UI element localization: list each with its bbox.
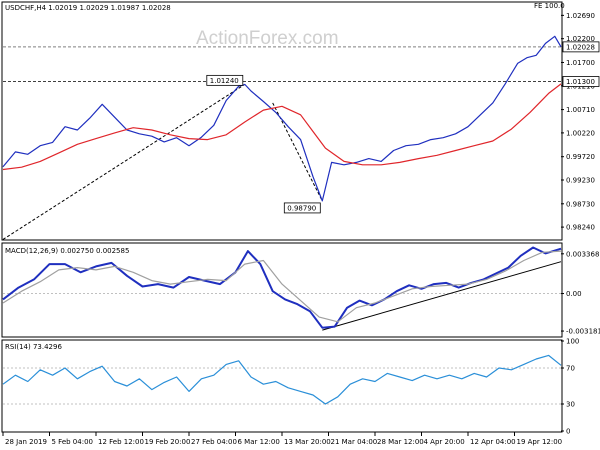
price-trendline: [272, 102, 323, 202]
price-ytick-label: 0.99720: [566, 153, 595, 161]
price-level-label: 1.01300: [566, 78, 595, 86]
annotation-box: [206, 74, 244, 86]
corner-label: FE 100.0: [534, 2, 565, 10]
price-ytick-label: 0.99230: [566, 177, 595, 185]
x-tick-label: 6 Mar 12:00: [238, 438, 280, 446]
x-tick-label: 19 Feb 20:00: [145, 438, 191, 446]
rsi-ytick-label: 30: [566, 401, 575, 409]
price-trendline: [2, 83, 246, 240]
x-tick-label: 19 Apr 12:00: [517, 438, 563, 446]
annotation-box: [283, 202, 321, 214]
macd-series-line-0: [2, 246, 562, 329]
macd-trendline: [322, 261, 562, 331]
x-tick-label: 4 Apr 20:00: [424, 438, 465, 446]
price-ytick-label: 1.02200: [566, 35, 595, 43]
macd-ytick-label: -0.003181: [566, 328, 600, 336]
x-tick-label: 12 Apr 04:00: [470, 438, 516, 446]
price-ytick-label: 0.98730: [566, 200, 595, 208]
price-ytick-label: 1.00710: [566, 106, 595, 114]
x-tick-label: 21 Mar 04:00: [331, 438, 378, 446]
macd-series-line-1: [2, 250, 562, 323]
price-header: USDCHF,H4 1.02019 1.02029 1.01987 1.0202…: [5, 4, 171, 12]
price-series-line-0: [2, 35, 562, 202]
rsi-series-line-0: [2, 354, 562, 405]
x-tick-label: 5 Feb 04:00: [52, 438, 93, 446]
rsi-ytick-label: 70: [566, 365, 575, 373]
chart-marks: 1.026901.022001.017001.012101.007101.002…: [2, 12, 600, 446]
price-ytick-label: 1.01700: [566, 59, 595, 67]
macd-panel-frame: [1, 242, 563, 338]
price-panel-frame: [1, 1, 563, 241]
rsi-ytick-label: 0: [566, 428, 570, 436]
macd-ytick-label: 0.00: [566, 290, 582, 298]
price-ytick-label: 0.98240: [566, 224, 595, 232]
price-ytick-label: 1.00220: [566, 129, 595, 137]
rsi-ytick-label: 100: [566, 338, 579, 346]
x-tick-label: 13 Mar 20:00: [284, 438, 331, 446]
x-tick-label: 28 Jan 2019: [5, 438, 47, 446]
rsi-header: RSI(14) 73.4296: [5, 343, 62, 351]
price-level-box: [562, 41, 600, 53]
x-tick-label: 28 Mar 12:00: [377, 438, 424, 446]
price-level-label: 1.02028: [566, 43, 595, 51]
rsi-panel-frame: [1, 339, 563, 433]
macd-ytick-label: 0.003368: [566, 250, 599, 258]
watermark-logo: ActionForex.com: [196, 28, 339, 49]
price-level-box: [562, 76, 600, 87]
x-tick-label: 12 Feb 12:00: [98, 438, 144, 446]
x-tick-label: 27 Feb 04:00: [191, 438, 237, 446]
annotation-label: 0.98790: [287, 204, 316, 212]
annotation-label: 1.01240: [210, 77, 239, 85]
macd-header: MACD(12,26,9) 0.002750 0.002585: [5, 247, 129, 255]
price-series-line-1: [2, 83, 562, 171]
price-ytick-label: 1.02690: [566, 12, 595, 20]
